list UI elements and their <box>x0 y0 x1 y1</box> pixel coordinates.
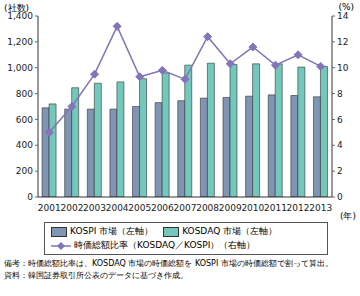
svg-text:10: 10 <box>337 63 349 73</box>
svg-text:200: 200 <box>16 166 33 176</box>
svg-text:8: 8 <box>337 89 343 99</box>
svg-text:2003: 2003 <box>83 203 106 213</box>
html-text:資料：韓国証券取引所公表のデータに基づき作成。: 資料：韓国証券取引所公表のデータに基づき作成。 <box>4 271 188 280</box>
svg-text:2: 2 <box>337 166 343 176</box>
svg-text:2008: 2008 <box>196 203 219 213</box>
svg-text:2001: 2001 <box>38 203 61 213</box>
svg-text:2004: 2004 <box>106 203 129 213</box>
svg-text:600: 600 <box>16 115 33 125</box>
html-text:(社数): (社数) <box>4 3 29 13</box>
svg-text:6: 6 <box>337 115 343 125</box>
svg-text:4: 4 <box>337 140 343 150</box>
html-text:(年): (年) <box>340 211 356 221</box>
html-text:時価総額比率（KOSDAQ／KOSPI）（右軸）: 時価総額比率（KOSDAQ／KOSPI）（右軸） <box>74 240 256 250</box>
svg-text:1,000: 1,000 <box>8 63 33 73</box>
svg-text:12: 12 <box>337 37 348 47</box>
svg-text:2009: 2009 <box>219 203 242 213</box>
svg-text:2013: 2013 <box>309 203 332 213</box>
svg-text:2011: 2011 <box>264 203 287 213</box>
svg-text:0: 0 <box>337 192 343 202</box>
html-text:備考：時価総額比率は、KOSDAQ 市場の時価総額を KOS: 備考：時価総額比率は、KOSDAQ 市場の時価総額を KOSPI 市場の時価総額… <box>4 259 333 268</box>
svg-text:14: 14 <box>337 11 349 21</box>
svg-text:1,200: 1,200 <box>8 37 33 47</box>
svg-text:2006: 2006 <box>151 203 174 213</box>
svg-text:2012: 2012 <box>287 203 310 213</box>
svg-text:400: 400 <box>16 140 33 150</box>
svg-text:800: 800 <box>16 89 33 99</box>
svg-text:2010: 2010 <box>241 203 264 213</box>
svg-text:2007: 2007 <box>174 203 197 213</box>
svg-text:2005: 2005 <box>128 203 151 213</box>
html-text:KOSPI 市場（左軸）: KOSPI 市場（左軸） <box>70 226 154 236</box>
svg-text:1,400: 1,400 <box>8 11 33 21</box>
svg-text:0: 0 <box>27 192 33 202</box>
html-text:KOSDAQ 市場（左軸）: KOSDAQ 市場（左軸） <box>182 226 278 236</box>
svg-text:2002: 2002 <box>60 203 83 213</box>
